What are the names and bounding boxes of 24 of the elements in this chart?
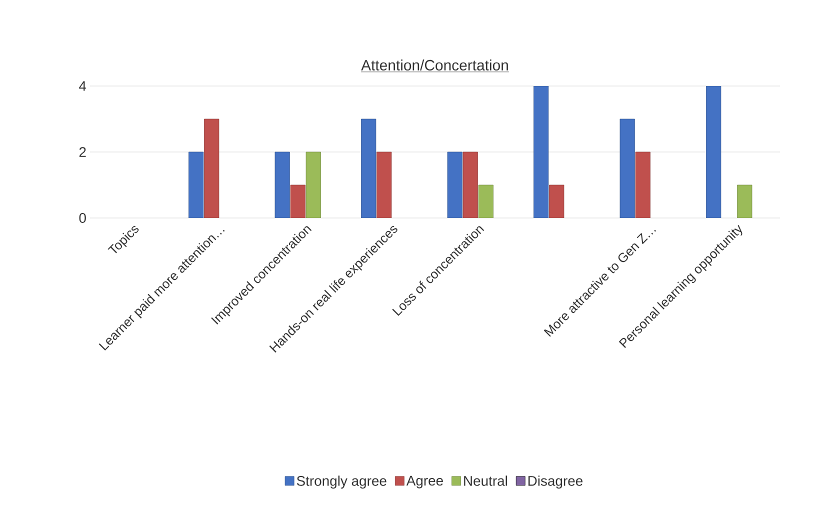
bar (534, 86, 549, 218)
bar (620, 118, 635, 218)
bar (706, 86, 722, 218)
y-tick-label: 2 (79, 147, 86, 157)
bar (549, 184, 564, 218)
bar (737, 184, 752, 218)
bar (274, 152, 290, 218)
legend-label: Strongly agree (296, 476, 386, 489)
y-tick-label: 4 (79, 81, 86, 91)
bar (290, 184, 306, 218)
bar (447, 152, 462, 218)
y-tick-label: 0 (79, 213, 86, 223)
bar (361, 118, 376, 218)
bar (188, 152, 204, 218)
bar (306, 152, 321, 218)
legend-label: Disagree (528, 476, 583, 489)
bar (462, 152, 478, 218)
bar (204, 118, 220, 218)
chart-title: Attention/Concertation (361, 60, 508, 71)
legend-label: Agree (406, 476, 443, 488)
bar (635, 152, 650, 218)
bar (376, 152, 392, 218)
legend-label: Neutral (464, 476, 507, 486)
bar (478, 184, 494, 218)
